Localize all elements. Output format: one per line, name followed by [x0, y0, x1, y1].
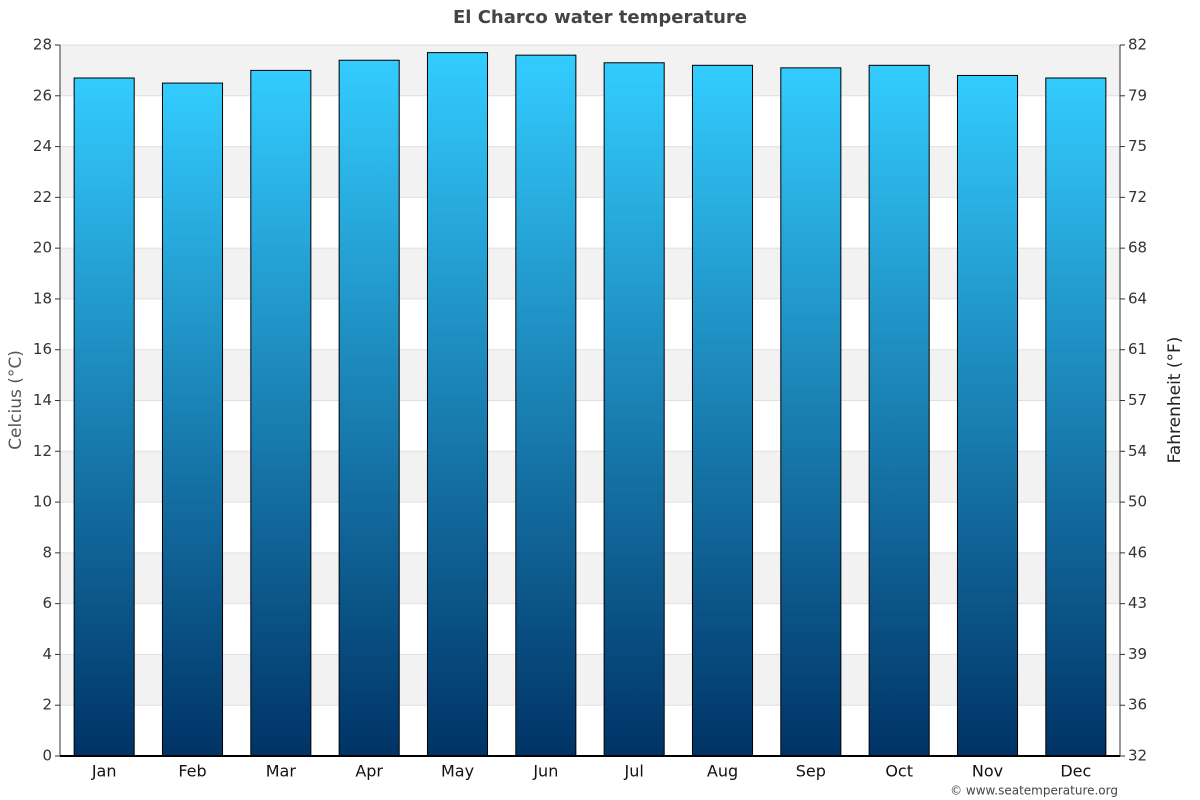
y-axis-label: Celcius (°C): [6, 350, 26, 450]
y2-tick-label: 39: [1128, 645, 1147, 663]
y-tick-label: 14: [33, 391, 52, 409]
y-tick-label: 0: [42, 747, 52, 765]
y2-tick-label: 61: [1128, 340, 1147, 358]
y2-tick-label: 43: [1128, 594, 1147, 612]
x-tick-label: Apr: [355, 762, 383, 781]
bar: [73, 77, 135, 757]
y-tick-label: 6: [42, 594, 52, 612]
bar: [603, 62, 665, 757]
bar: [515, 54, 577, 757]
bar: [338, 59, 400, 757]
y-tick-label: 16: [33, 340, 52, 358]
y2-tick-label: 79: [1128, 86, 1147, 104]
grid-band: [60, 654, 1120, 706]
y2-tick-label: 32: [1128, 747, 1147, 765]
y-tick-label: 22: [33, 188, 52, 206]
y-tick-label: 12: [33, 442, 52, 460]
bar: [161, 82, 224, 757]
y-tick-label: 18: [33, 289, 52, 307]
y2-tick-label: 75: [1128, 137, 1147, 155]
bar: [1045, 77, 1107, 757]
x-tick-label: Jul: [624, 762, 644, 781]
grid-band: [60, 552, 1120, 604]
y2-tick-label: 54: [1128, 442, 1147, 460]
x-tick-label: Feb: [178, 762, 206, 781]
x-tick-label: Jan: [91, 762, 117, 781]
grid-band: [60, 349, 1120, 401]
grid-band: [60, 248, 1120, 299]
x-tick-label: Mar: [266, 762, 297, 781]
y-tick-label: 24: [33, 137, 52, 155]
y2-tick-label: 68: [1128, 239, 1147, 257]
bar: [426, 52, 489, 757]
grid-band: [60, 451, 1120, 503]
x-tick-label: May: [441, 762, 474, 781]
y2-tick-label: 82: [1128, 36, 1147, 54]
y-tick-label: 20: [33, 239, 52, 257]
x-tick-label: Oct: [885, 762, 913, 781]
y-tick-label: 10: [33, 493, 52, 511]
y2-axis-label: Fahrenheit (°F): [1165, 337, 1185, 464]
bar: [691, 64, 754, 757]
y2-tick-label: 57: [1128, 391, 1147, 409]
y-tick-label: 26: [33, 86, 52, 104]
x-tick-label: Dec: [1060, 762, 1091, 781]
bar: [780, 67, 842, 757]
y2-tick-label: 36: [1128, 696, 1147, 714]
y2-tick-label: 64: [1128, 289, 1147, 307]
bar: [868, 64, 930, 757]
y-tick-label: 8: [42, 543, 52, 561]
credit: © www.seatemperature.org: [950, 784, 1118, 798]
grid-band: [60, 45, 1120, 96]
y2-tick-label: 72: [1128, 188, 1147, 206]
grid-band: [60, 146, 1120, 198]
bar: [956, 74, 1019, 757]
chart-title: El Charco water temperature: [453, 7, 747, 28]
y2-tick-label: 46: [1128, 543, 1147, 561]
y-tick-label: 28: [33, 36, 52, 54]
x-tick-label: Sep: [796, 762, 826, 781]
x-tick-label: Jun: [532, 762, 558, 781]
y2-tick-label: 50: [1128, 493, 1147, 511]
x-tick-label: Aug: [707, 762, 738, 781]
y-tick-label: 4: [42, 645, 52, 663]
bar: [250, 69, 312, 757]
x-tick-label: Nov: [972, 762, 1003, 781]
y-tick-label: 2: [42, 696, 52, 714]
